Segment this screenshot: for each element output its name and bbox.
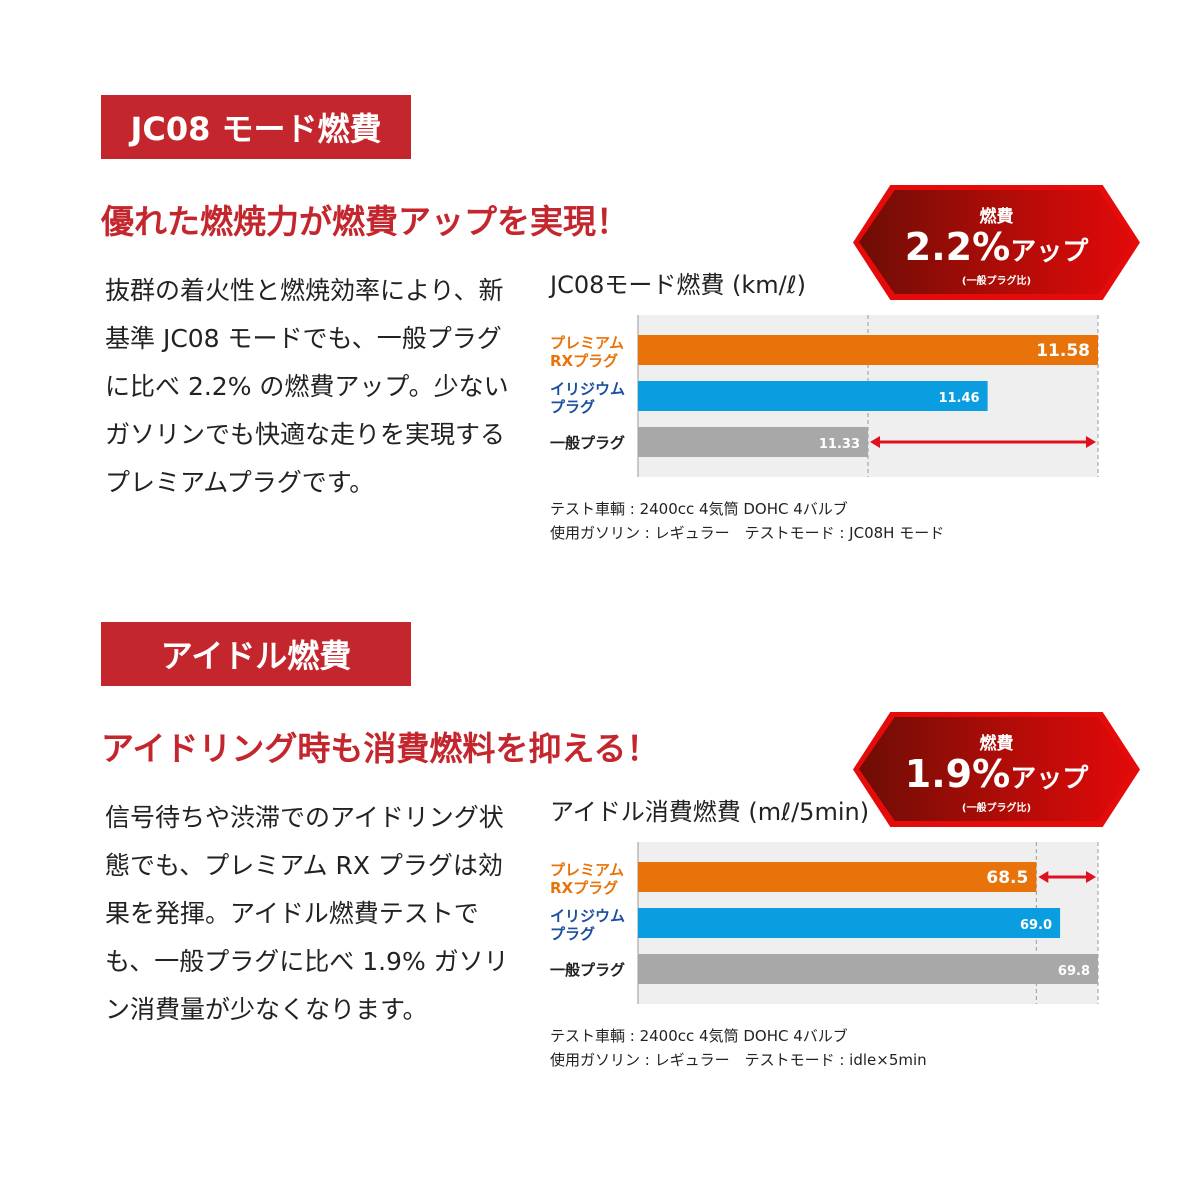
test-notes: テスト車輌 : 2400cc 4気筒 DOHC 4バルブ 使用ガソリン : レギ… (550, 497, 944, 545)
badge-note: (一般プラグ比) (961, 803, 1032, 814)
body-text: 抜群の着火性と燃焼効率により、新基準 JC08 モードでも、一般プラグに比べ 2… (105, 276, 509, 497)
arrow-head (1086, 436, 1096, 448)
arrow-head (870, 436, 880, 448)
section-tag: JC08 モード燃費 (101, 95, 411, 159)
badge-note: (一般プラグ比) (961, 276, 1032, 287)
chart-title: JC08モード燃費 (km/ℓ) (550, 271, 807, 299)
note-line: テスト車輌 : 2400cc 4気筒 DOHC 4バルブ (550, 500, 848, 518)
section-jc08: JC08 モード燃費 優れた燃焼力が燃費アップを実現！ 抜群の着火性と燃焼効率に… (0, 95, 1200, 615)
bar (638, 335, 1098, 365)
data-label: 11.33 (819, 437, 860, 452)
bar (638, 908, 1061, 938)
headline: アイドリング時も消費燃料を抑える！ (101, 729, 660, 768)
section-idle: アイドル燃費 アイドリング時も消費燃料を抑える！ 信号待ちや渋滞でのアイドリング… (0, 622, 1200, 1142)
category-label: 一般プラグ (550, 961, 625, 979)
category-label: RXプラグ (550, 352, 618, 370)
improvement-badge: 燃費 1.9%アップ (一般プラグ比) (859, 717, 1134, 821)
bar (638, 427, 868, 457)
category-label: 一般プラグ (550, 434, 625, 452)
badge-value: 2.2% (904, 225, 1011, 269)
category-label: プレミアム (550, 334, 624, 352)
category-label: プレミアム (550, 861, 624, 879)
headline: 優れた燃焼力が燃費アップを実現！ (101, 202, 629, 241)
data-label: 68.5 (986, 868, 1028, 888)
note-line: 使用ガソリン : レギュラー テストモード : JC08H モード (550, 524, 945, 542)
section-tag: アイドル燃費 (101, 622, 411, 686)
arrow-head (1086, 871, 1096, 883)
badge-top: 燃費 (979, 734, 1014, 754)
data-label: 11.58 (1036, 341, 1090, 361)
bar (638, 862, 1037, 892)
category-label: プラグ (550, 925, 595, 943)
improvement-badge: 燃費 2.2%アップ (一般プラグ比) (859, 190, 1134, 294)
category-label: プラグ (550, 398, 595, 416)
note-line: テスト車輌 : 2400cc 4気筒 DOHC 4バルブ (550, 1027, 848, 1045)
test-notes: テスト車輌 : 2400cc 4気筒 DOHC 4バルブ 使用ガソリン : レギ… (550, 1024, 927, 1072)
category-label: イリジウム (550, 907, 625, 925)
bar (638, 381, 988, 411)
arrow-head (1038, 871, 1049, 883)
body-text: 信号待ちや渋滞でのアイドリング状態でも、プレミアム RX プラグは効果を発揮。ア… (105, 803, 509, 1024)
note-line: 使用ガソリン : レギュラー テストモード : idle×5min (550, 1051, 927, 1069)
badge-value: 1.9% (904, 752, 1011, 796)
chart-title: アイドル消費燃費 (mℓ/5min) (550, 798, 870, 826)
badge-top: 燃費 (979, 207, 1014, 227)
data-label: 11.46 (938, 391, 979, 406)
badge-suffix: アップ (1010, 237, 1089, 267)
category-label: イリジウム (550, 380, 625, 398)
data-label: 69.8 (1058, 964, 1090, 979)
badge-suffix: アップ (1010, 764, 1089, 794)
category-label: RXプラグ (550, 879, 618, 897)
data-label: 69.0 (1020, 918, 1052, 933)
bar (638, 954, 1098, 984)
